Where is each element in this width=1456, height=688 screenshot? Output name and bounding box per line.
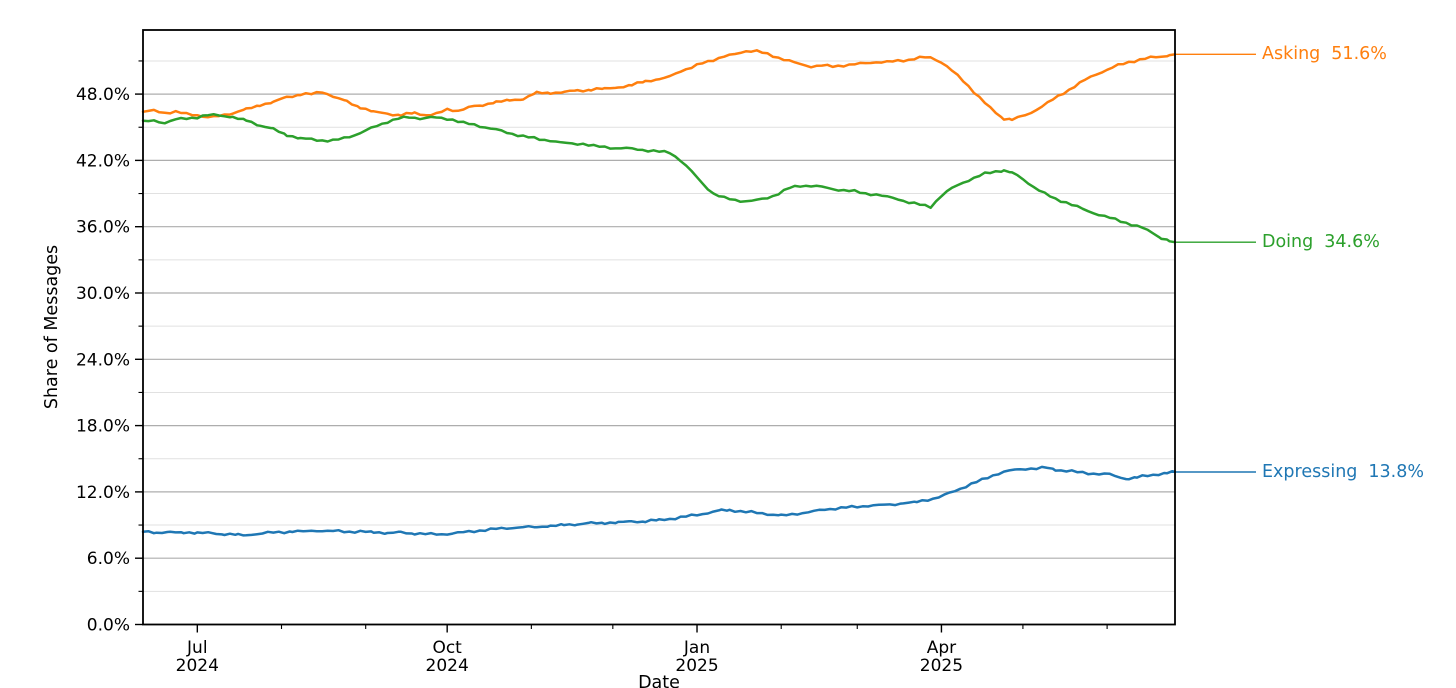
x-axis-title: Date [638, 673, 680, 688]
y-tick-label: 0.0% [87, 616, 130, 636]
minor-gridlines [143, 60, 1175, 592]
x-tick-label-month: Apr [927, 638, 956, 658]
y-tick-label: 18.0% [76, 417, 130, 437]
series-end-label-asking: Asking 51.6% [1262, 42, 1387, 66]
series-lines [141, 49, 1256, 537]
series-name-expressing: Expressing [1262, 462, 1358, 482]
y-axis-title: Share of Messages [42, 244, 62, 410]
major-gridlines [143, 93, 1175, 559]
series-name-asking: Asking [1262, 44, 1321, 65]
x-tick-label-year: 2024 [426, 656, 469, 676]
y-tick-label: 48.0% [76, 85, 130, 105]
series-end-label-expressing: Expressing 13.8% [1262, 460, 1424, 484]
x-tick-label-month: Jan [683, 638, 710, 658]
series-value-doing: 34.6% [1324, 232, 1380, 253]
x-tick-label-year: 2025 [675, 656, 718, 676]
x-tick-label-year: 2025 [920, 656, 963, 676]
x-tick-label-month: Jul [186, 638, 208, 658]
series-value-expressing: 13.8% [1368, 462, 1424, 482]
y-tick-label: 6.0% [87, 549, 130, 569]
plot-border [142, 29, 1176, 626]
y-tick-label: 42.0% [76, 151, 130, 171]
series-value-asking: 51.6% [1331, 44, 1387, 65]
x-tick-label-year: 2024 [176, 656, 219, 676]
series-line-expressing [141, 465, 1177, 537]
y-tick-label: 30.0% [76, 284, 130, 304]
y-tick-label: 24.0% [76, 350, 130, 370]
series-end-label-doing: Doing 34.6% [1262, 230, 1380, 254]
axis-ticks: 0.0% 6.0% 12.0% 18.0% 24.0% 30.0% 36.0% 42.0% 48… [76, 60, 1108, 676]
series-line-doing [141, 112, 1177, 244]
series-line-asking [141, 49, 1177, 122]
series-name-doing: Doing [1262, 232, 1314, 253]
y-tick-label: 12.0% [76, 483, 130, 503]
x-tick-label-month: Oct [432, 638, 462, 658]
y-tick-label: 36.0% [76, 218, 130, 238]
